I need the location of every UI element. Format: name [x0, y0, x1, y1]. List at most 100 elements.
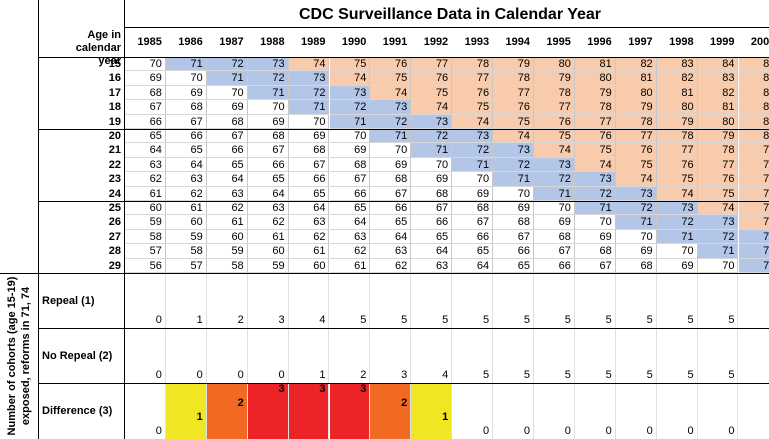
data-cell: 78 [493, 71, 534, 86]
summary-value: 3 [278, 383, 285, 395]
data-cell: 81 [697, 100, 739, 115]
summary-value: 0 [728, 425, 735, 437]
summary-cell: 2 [207, 273, 248, 328]
data-cell: 72 [329, 100, 371, 115]
data-cell: 69 [574, 229, 616, 245]
data-cell: 69 [493, 201, 534, 216]
rule-line [38, 0, 39, 439]
data-cell: 59 [125, 215, 166, 230]
summary-cell: 5 [657, 328, 698, 383]
data-cell: 65 [206, 157, 248, 173]
age-label: 22 [108, 158, 121, 171]
data-cell: 77 [452, 71, 494, 86]
data-cell: 73 [493, 143, 534, 158]
summary-value: 0 [237, 369, 244, 381]
age-label: 20 [108, 130, 121, 142]
data-cell: 62 [125, 172, 166, 187]
data-cell: 67 [206, 129, 248, 144]
summary-value: 5 [564, 314, 571, 326]
summary-value: 5 [360, 314, 367, 326]
data-cell: 83 [697, 71, 739, 86]
data-cell: 73 [329, 85, 371, 101]
rule-line [38, 383, 769, 384]
summary-value: 5 [564, 369, 571, 381]
data-cell: 78 [738, 157, 769, 173]
rule-line [38, 328, 769, 329]
data-cell: 66 [165, 129, 207, 144]
data-cell: 78 [697, 143, 739, 158]
data-cell: 70 [493, 186, 534, 201]
data-cell: 76 [534, 114, 575, 129]
data-cell: 65 [493, 258, 534, 273]
data-cell: 77 [534, 100, 575, 115]
summary-cell: 0 [248, 328, 289, 383]
summary-value: 1 [196, 314, 203, 326]
year-header: 1998 [669, 36, 694, 48]
data-cell: 73 [615, 186, 657, 201]
data-cell: 63 [206, 186, 248, 201]
data-cell: 64 [370, 229, 412, 245]
data-cell: 74 [329, 71, 371, 86]
summary-cell: 5 [534, 328, 575, 383]
data-cell: 70 [411, 157, 453, 173]
data-cell: 75 [738, 201, 769, 216]
data-cell: 67 [534, 244, 575, 259]
data-cell: 72 [697, 229, 739, 245]
summary-cell: 5 [411, 273, 453, 328]
summary-cell: 0 [657, 383, 698, 439]
year-header: 1986 [178, 36, 203, 48]
data-cell: 76 [615, 143, 657, 158]
data-cell: 73 [370, 100, 412, 115]
summary-label: No Repeal (2) [42, 350, 113, 362]
data-cell: 64 [329, 215, 371, 230]
summary-value: 1 [196, 411, 203, 423]
summary-cell: 5 [370, 273, 412, 328]
age-label: 16 [108, 72, 121, 85]
data-cell: 74 [493, 129, 534, 144]
data-cell: 56 [125, 258, 166, 273]
data-cell: 59 [206, 244, 248, 259]
data-cell: 73 [411, 114, 453, 129]
summary-cell: 0 [166, 328, 207, 383]
data-cell: 71 [452, 157, 494, 173]
year-header: 1985 [137, 36, 162, 48]
summary-cell: 5 [575, 273, 616, 328]
summary-value: 0 [155, 314, 162, 326]
summary-value: 0 [523, 425, 530, 437]
rule-line [38, 129, 769, 130]
data-cell: 69 [165, 85, 207, 101]
summary-value: 3 [278, 314, 285, 326]
year-header: 1988 [260, 36, 285, 48]
data-cell: 77 [738, 172, 769, 187]
summary-value: 5 [605, 369, 612, 381]
data-cell: 70 [165, 71, 207, 86]
data-cell: 77 [493, 85, 534, 101]
data-cell: 67 [452, 215, 494, 230]
age-label: 21 [108, 144, 121, 157]
data-cell: 63 [165, 172, 207, 187]
data-cell: 71 [288, 100, 330, 115]
age-label: 18 [108, 101, 121, 114]
data-cell: 63 [247, 201, 289, 216]
data-cell: 70 [656, 244, 698, 259]
data-cell: 67 [574, 258, 616, 273]
data-cell: 76 [656, 157, 698, 173]
summary-value: 4 [442, 369, 449, 381]
data-cell: 68 [534, 229, 575, 245]
data-cell: 67 [247, 143, 289, 158]
data-cell: 73 [738, 229, 769, 245]
data-cell: 75 [574, 143, 616, 158]
age-label: 17 [108, 86, 121, 99]
data-cell: 79 [656, 114, 698, 129]
data-cell: 71 [411, 143, 453, 158]
data-cell: 80 [697, 114, 739, 129]
data-cell: 74 [656, 186, 698, 201]
summary-cell: 1 [166, 273, 207, 328]
summary-cell: 0 [493, 383, 534, 439]
summary-cell: 3 [329, 383, 371, 439]
summary-cell: 5 [739, 273, 769, 328]
data-cell: 79 [697, 129, 739, 144]
summary-cell: 5 [493, 328, 534, 383]
summary-value: 5 [523, 314, 530, 326]
